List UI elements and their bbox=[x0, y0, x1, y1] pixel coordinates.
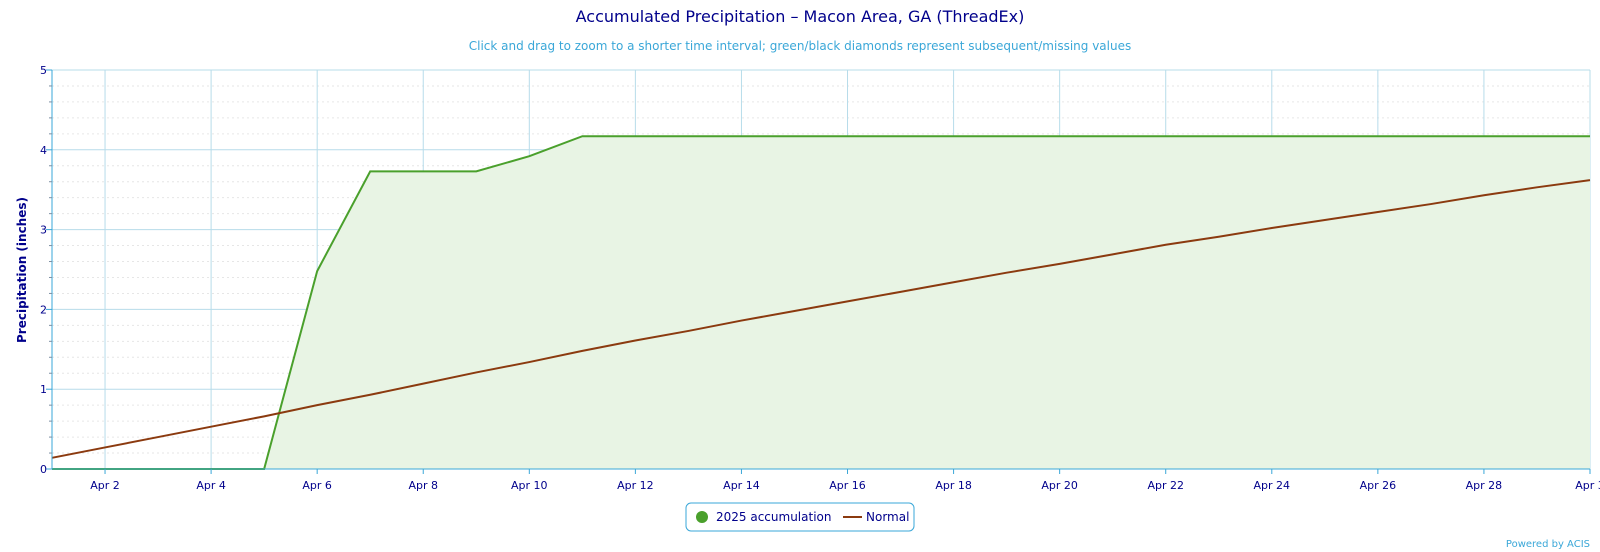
series-area-accumulation bbox=[52, 136, 1590, 469]
x-tick-label: Apr 2 bbox=[90, 479, 120, 492]
y-tick-label: 5 bbox=[40, 64, 47, 77]
legend-label-normal: Normal bbox=[866, 510, 909, 524]
legend-marker-accumulation bbox=[696, 511, 708, 523]
x-tick-label: Apr 16 bbox=[829, 479, 866, 492]
y-tick-label: 0 bbox=[40, 463, 47, 476]
y-tick-label: 2 bbox=[40, 303, 47, 316]
x-tick-label: Apr 18 bbox=[935, 479, 972, 492]
x-tick-label: Apr 20 bbox=[1041, 479, 1078, 492]
x-tick-label: Apr 28 bbox=[1466, 479, 1503, 492]
x-tick-label: Apr 14 bbox=[723, 479, 760, 492]
y-axis: 0 1 2 3 4 5 bbox=[40, 64, 53, 476]
legend[interactable]: 2025 accumulation Normal bbox=[685, 502, 915, 532]
chart-title: Accumulated Precipitation – Macon Area, … bbox=[576, 7, 1025, 26]
x-tick-label: Apr 3 bbox=[1575, 479, 1600, 492]
legend-label-accumulation: 2025 accumulation bbox=[716, 510, 831, 524]
x-tick-label: Apr 12 bbox=[617, 479, 654, 492]
series-line-normal bbox=[51, 179, 1591, 459]
y-tick-label: 1 bbox=[40, 383, 47, 396]
credit-link[interactable]: Powered by ACIS bbox=[1506, 539, 1590, 550]
plot-area[interactable] bbox=[51, 135, 1591, 470]
y-tick-label: 4 bbox=[40, 144, 47, 157]
x-tick-label: Apr 6 bbox=[302, 479, 332, 492]
x-axis: Apr 2 Apr 4 Apr 6 Apr 8 Apr 10 Apr 12 Apr 14 Ap… bbox=[52, 468, 1600, 492]
series-line-accumulation bbox=[52, 135, 1590, 470]
legend-box bbox=[685, 502, 915, 532]
chart-subtitle: Click and drag to zoom to a shorter time… bbox=[469, 39, 1131, 53]
legend-item-accumulation[interactable]: 2025 accumulation bbox=[696, 510, 831, 524]
x-tick-label: Apr 22 bbox=[1147, 479, 1184, 492]
x-tick-label: Apr 4 bbox=[196, 479, 226, 492]
x-tick-label: Apr 8 bbox=[408, 479, 438, 492]
legend-item-normal[interactable]: Normal bbox=[843, 510, 909, 524]
x-tick-label: Apr 10 bbox=[511, 479, 548, 492]
y-axis-label: Precipitation (inches) bbox=[15, 197, 29, 343]
y-tick-label: 3 bbox=[40, 224, 47, 237]
x-tick-label: Apr 24 bbox=[1254, 479, 1291, 492]
x-tick-label: Apr 26 bbox=[1360, 479, 1397, 492]
